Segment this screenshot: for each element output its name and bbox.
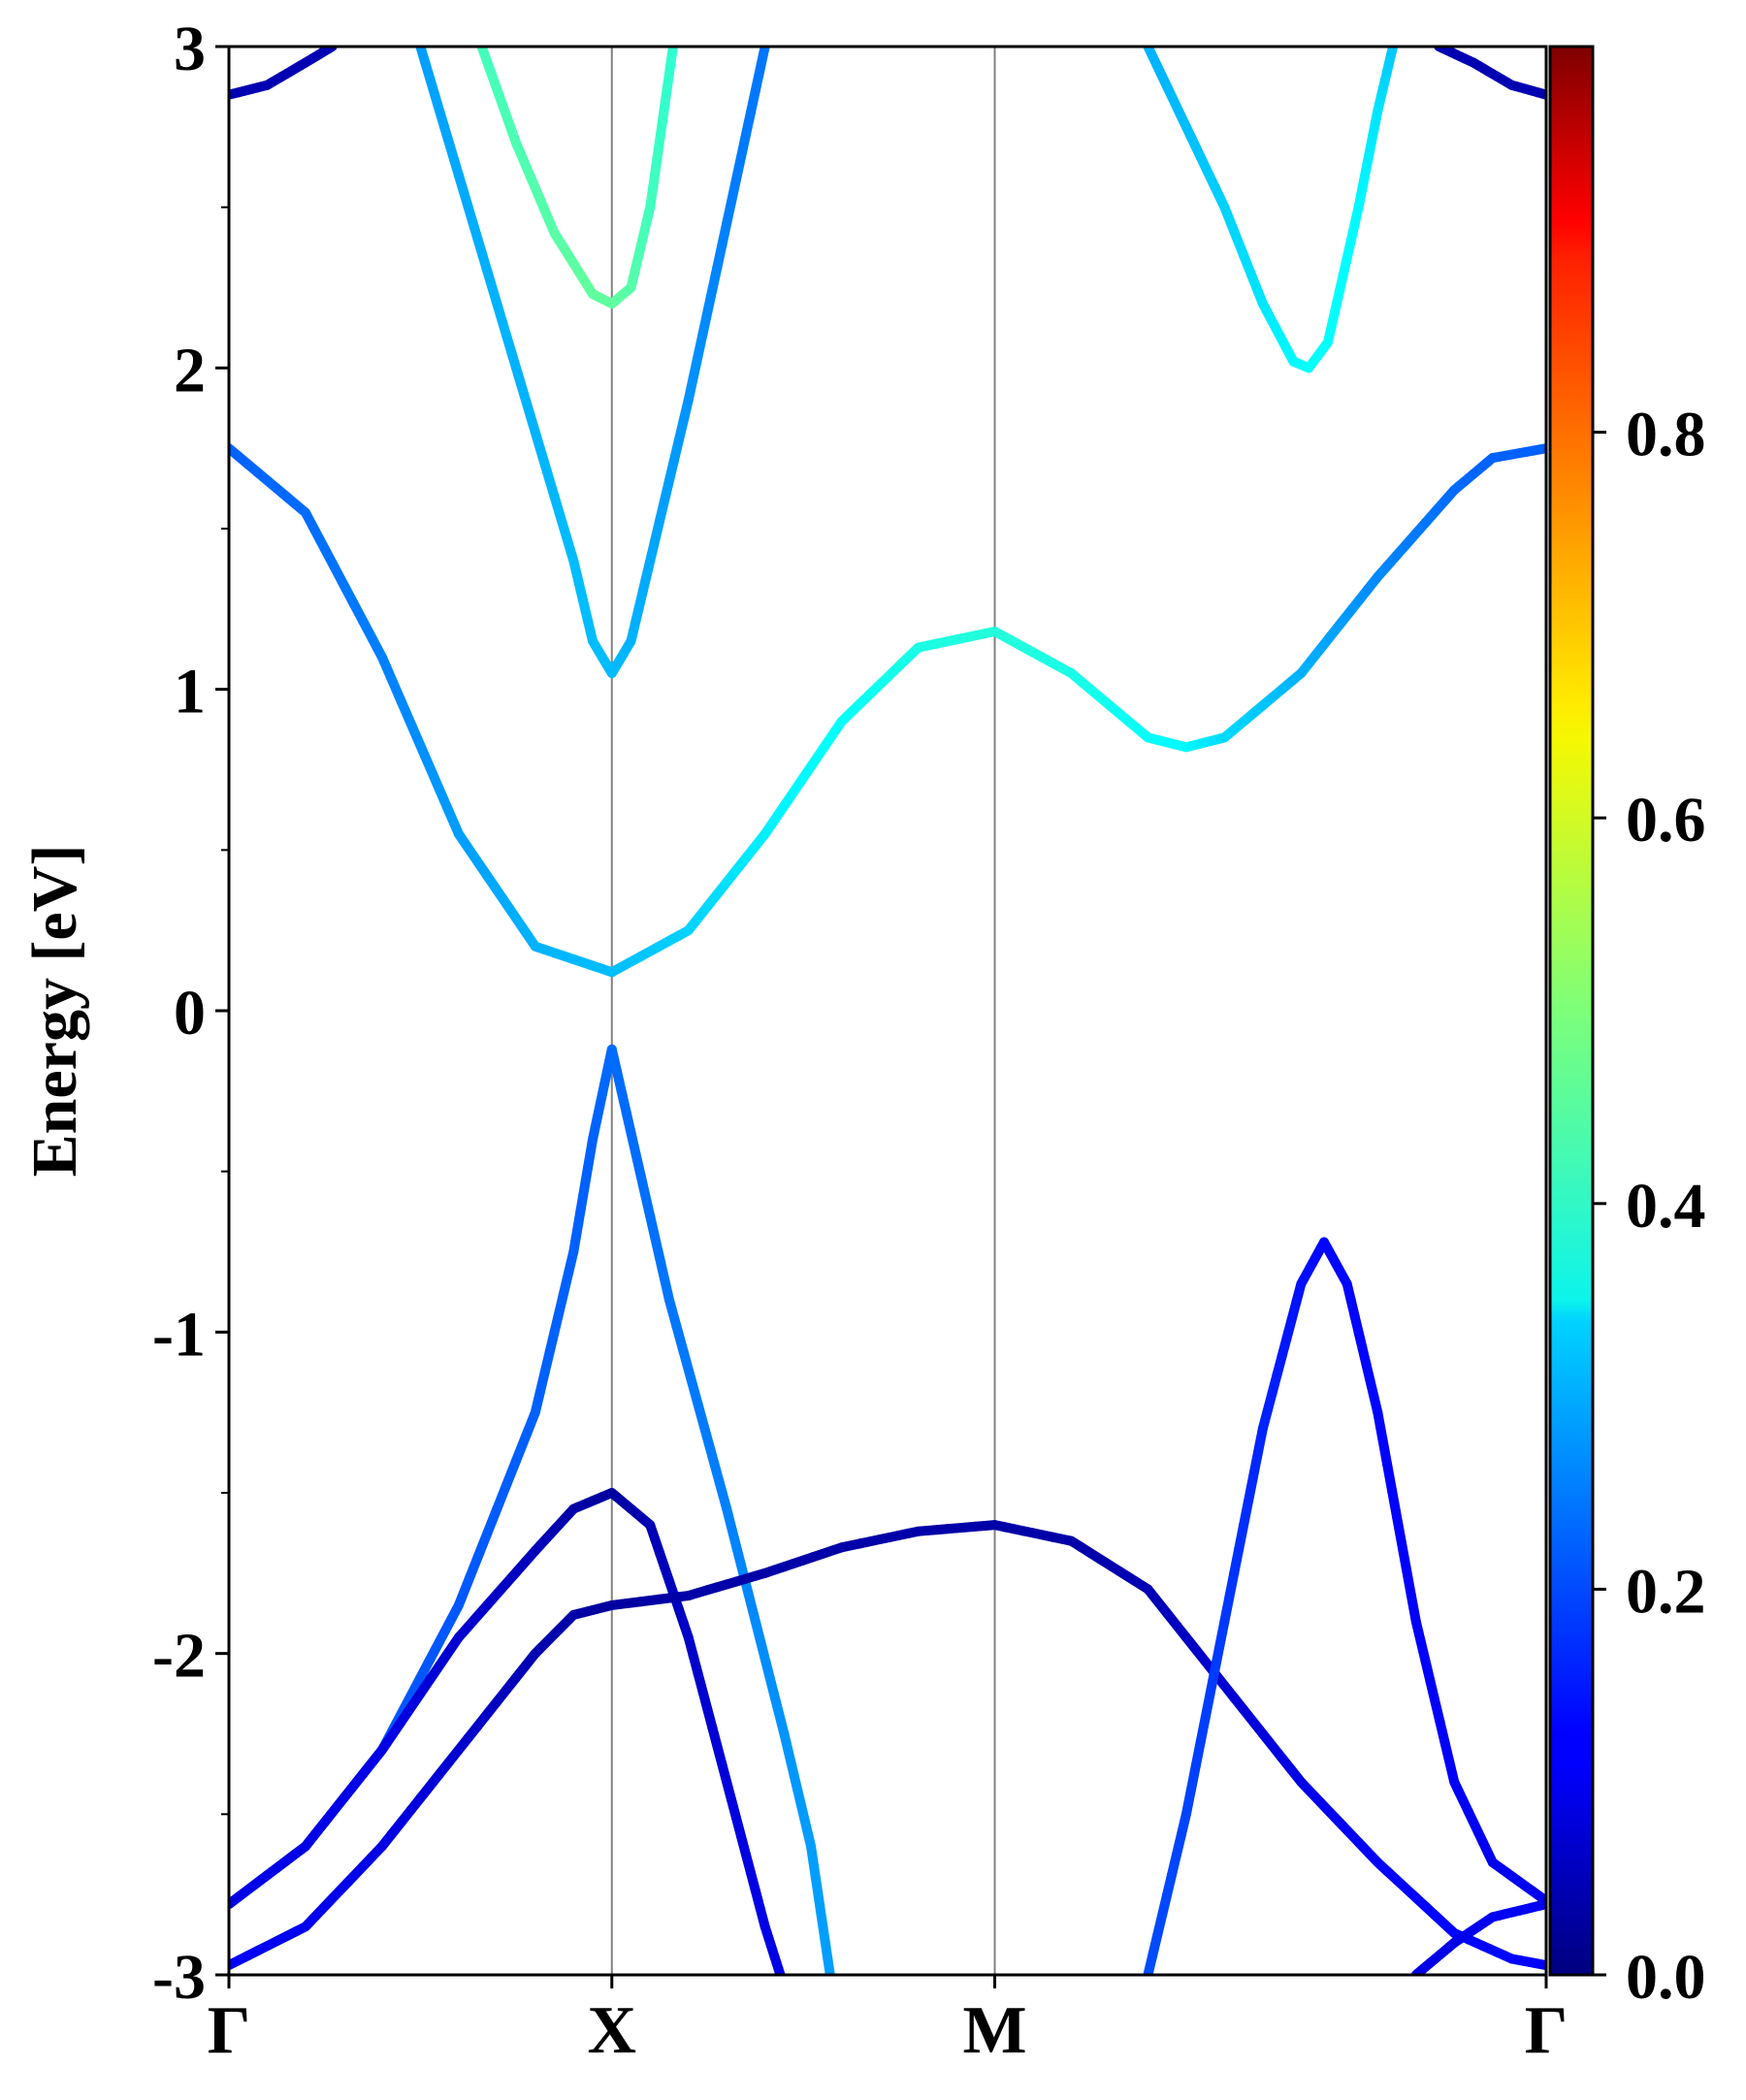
band-segment [823, 1954, 835, 1975]
band-segment [664, 47, 678, 72]
y-tick-label: -1 [152, 1299, 206, 1370]
band-segment [755, 47, 770, 74]
x-tick-label: M [962, 1993, 1026, 2068]
band-lines [229, 47, 1546, 1975]
y-tick-label: 3 [174, 14, 206, 84]
y-axis: -3 -2 -1 0 1 2 3 [152, 14, 229, 2013]
colorbar-tick-label: 0.6 [1626, 785, 1706, 856]
band-8 [476, 47, 678, 309]
colorbar-tick-label: 0.2 [1626, 1556, 1706, 1627]
y-tick-label: -3 [152, 1942, 206, 2013]
x-tick-label: X [587, 1993, 636, 2068]
high-symmetry-lines [610, 47, 996, 1975]
y-tick-label: 1 [174, 657, 206, 727]
x-tick-label: Γ [208, 1993, 251, 2068]
band-7 [415, 47, 770, 679]
y-axis-label: Energy [eV] [19, 845, 90, 1178]
band-3 [229, 1520, 1546, 1971]
colorbar-ticks: 0.0 0.2 0.4 0.6 0.8 [1593, 400, 1706, 2013]
y-tick-label: -2 [152, 1621, 206, 1692]
colorbar-tick-label: 0.0 [1626, 1942, 1706, 2013]
band-5 [1143, 1237, 1546, 1975]
colorbar-tick-label: 0.4 [1626, 1171, 1706, 1242]
y-tick-label: 2 [174, 335, 206, 405]
band-10 [229, 47, 1546, 100]
colorbar-tick-label: 0.8 [1626, 400, 1706, 470]
band-2 [229, 1488, 786, 1975]
y-tick-label: 0 [174, 978, 206, 1049]
band-9 [1143, 47, 1399, 373]
band-4 [1410, 1899, 1546, 1975]
x-tick-label: Γ [1525, 1993, 1568, 2068]
colorbar [1548, 45, 1595, 1977]
band-6 [229, 443, 1546, 978]
